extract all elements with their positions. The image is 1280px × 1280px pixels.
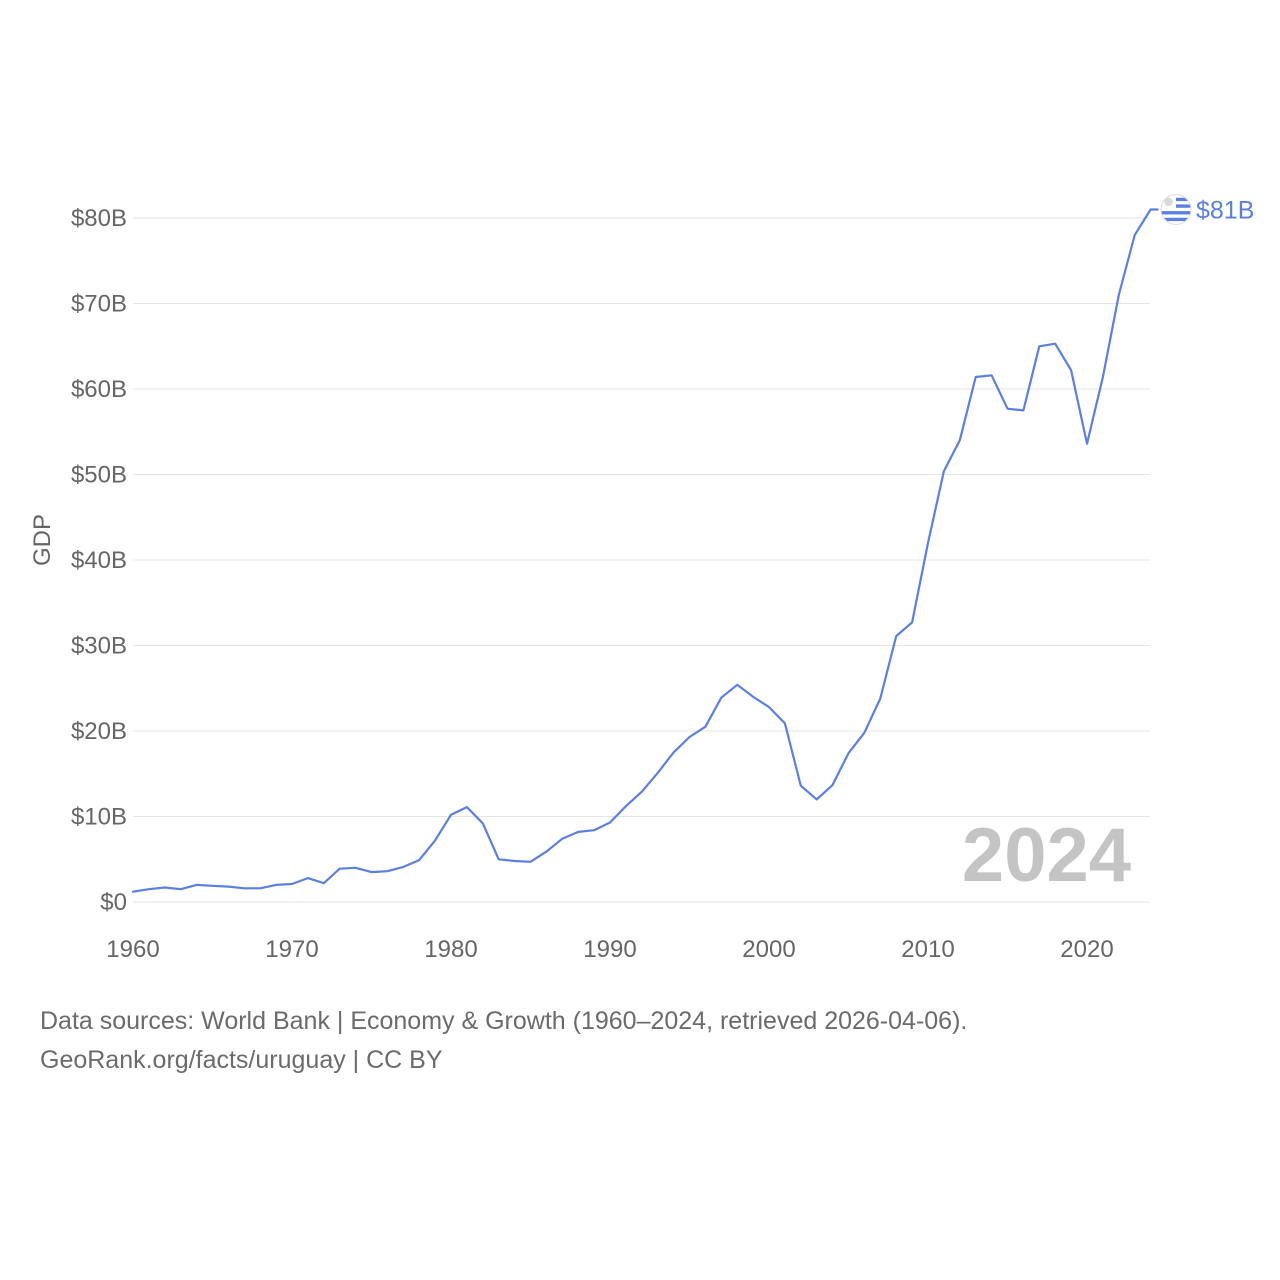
y-tick-label: $50B (71, 462, 127, 489)
y-tick-label: $10B (71, 804, 127, 831)
x-tick-label: 1980 (424, 936, 477, 963)
y-tick-label: $70B (71, 291, 127, 318)
footer-source: Data sources: World Bank | Economy & Gro… (40, 1007, 968, 1035)
series-line (131, 208, 1159, 893)
series-layer (131, 208, 1159, 893)
flag-ring (1160, 193, 1192, 225)
x-tick-label: 1990 (583, 936, 636, 963)
y-axis-ticks: $0 $10B $20B $30B $40B $50B $60B $70B $80B (71, 205, 127, 916)
flag-stripe (1161, 217, 1191, 222)
x-tick-label: 2020 (1060, 936, 1113, 963)
sun-icon (1164, 197, 1173, 207)
y-tick-label: $40B (71, 547, 127, 574)
y-tick-label: $20B (71, 718, 127, 745)
grid-lines (133, 217, 1150, 903)
x-tick-label: 1970 (265, 936, 318, 963)
x-axis-ticks: 1960 1970 1980 1990 2000 2010 2020 (106, 936, 1113, 963)
y-axis-title: GDP (29, 514, 56, 566)
y-tick-label: $30B (71, 633, 127, 660)
flag-stripe (1161, 211, 1191, 215)
y-tick-label: $80B (71, 205, 127, 232)
x-tick-label: 1960 (106, 936, 159, 963)
y-tick-label: $0 (100, 889, 127, 916)
series-end-label: $81B (1196, 196, 1254, 224)
y-tick-label: $60B (71, 376, 127, 403)
end-marker: $81B (1160, 193, 1254, 225)
year-watermark: 2024 (962, 813, 1131, 898)
x-tick-label: 2000 (742, 936, 795, 963)
x-tick-label: 2010 (901, 936, 954, 963)
footer-credit: GeoRank.org/facts/uruguay | CC BY (40, 1046, 443, 1074)
